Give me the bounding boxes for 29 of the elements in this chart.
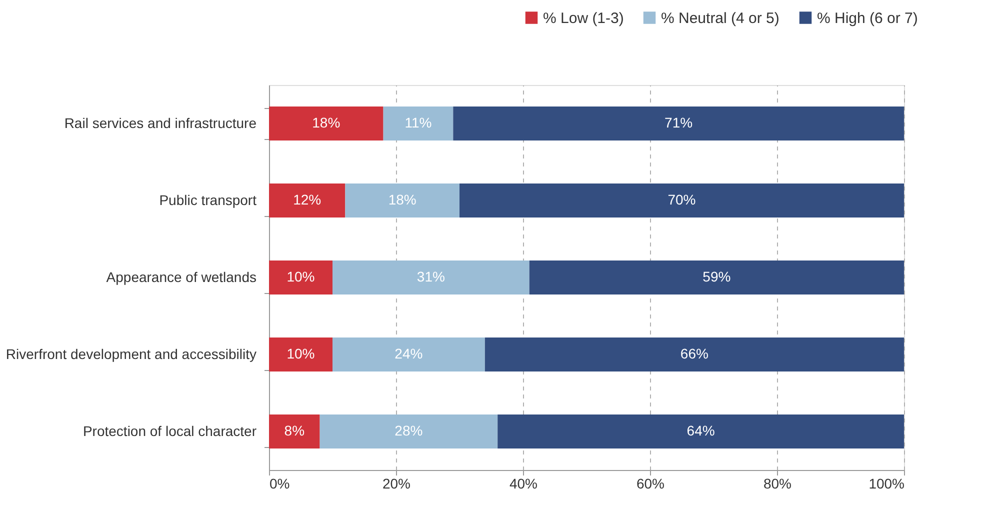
data-label: 31% xyxy=(416,268,445,284)
legend-label: % Low (1-3) xyxy=(543,10,624,27)
data-label: 28% xyxy=(394,422,423,438)
legend-label: % Neutral (4 or 5) xyxy=(661,10,780,27)
y-tick-label: Appearance of wetlands xyxy=(106,269,256,285)
x-tick-label: 60% xyxy=(636,476,665,492)
data-label: 8% xyxy=(284,422,305,438)
data-label: 70% xyxy=(668,192,696,208)
data-label: 10% xyxy=(286,268,315,284)
data-label: 59% xyxy=(702,268,731,284)
data-label: 18% xyxy=(312,114,340,130)
data-label: 64% xyxy=(686,422,715,438)
data-label: 71% xyxy=(664,114,693,130)
data-label: 12% xyxy=(293,192,322,208)
x-tick-label: 80% xyxy=(763,476,792,492)
data-label: 18% xyxy=(388,192,416,208)
data-label: 66% xyxy=(680,346,708,362)
y-tick-label: Protection of local character xyxy=(82,423,257,439)
y-tick-label: Riverfront development and accessibility xyxy=(6,346,256,362)
y-tick-label: Rail services and infrastructure xyxy=(64,115,257,131)
data-label: 24% xyxy=(394,346,423,362)
x-tick-label: 0% xyxy=(270,476,290,492)
legend-label: % High (6 or 7) xyxy=(817,10,918,27)
x-tick-label: 40% xyxy=(509,476,538,492)
x-tick-label: 100% xyxy=(868,476,904,492)
x-tick-label: 20% xyxy=(382,476,411,492)
data-label: 10% xyxy=(286,346,315,362)
data-label: 11% xyxy=(404,114,432,130)
y-tick-label: Public transport xyxy=(159,192,257,208)
